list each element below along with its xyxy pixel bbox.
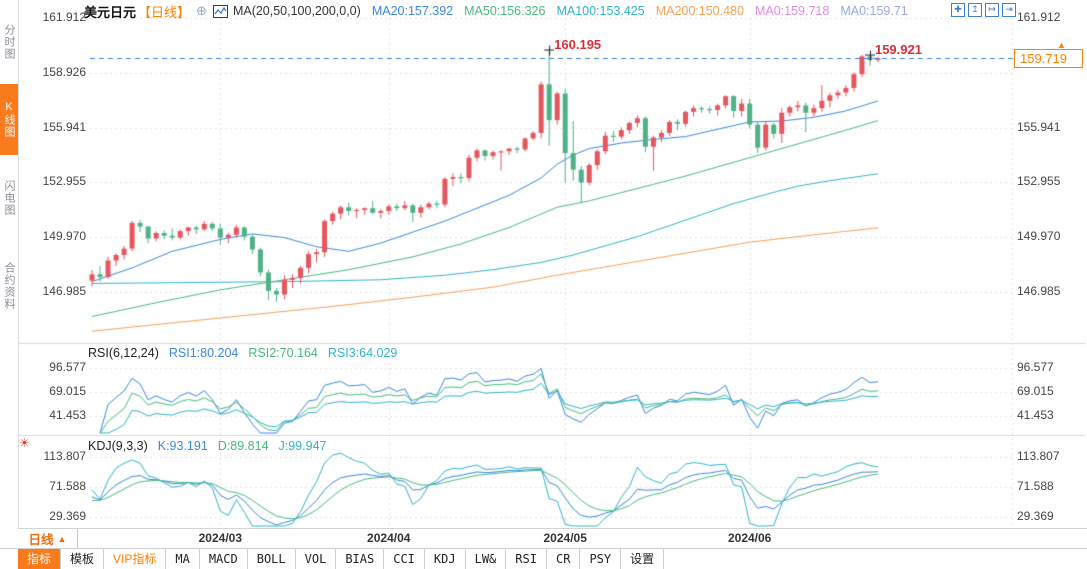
crosshair-icon[interactable]: ✚ (951, 3, 965, 17)
bottom-tab-VIP指标[interactable]: VIP指标 (104, 549, 167, 569)
exit-chart-icon[interactable]: ⇥ (1002, 3, 1016, 17)
rsi-title[interactable]: RSI(6,12,24) (88, 346, 159, 360)
indicator-chart-icon[interactable] (212, 4, 228, 18)
y-axis-label: 152.955 (1017, 174, 1061, 189)
y-axis-label: 149.970 (42, 229, 86, 244)
period-arrow-icon: ▲ (57, 533, 67, 544)
x-axis-month-label: 2024/04 (367, 531, 411, 545)
y-axis-label: 146.985 (42, 284, 86, 298)
kdj-value-3: J:99.947 (278, 439, 327, 453)
bottom-tab-BOLL[interactable]: BOLL (248, 549, 296, 569)
y-axis-label: 96.577 (1017, 360, 1054, 374)
ma-value-2: MA50:156.326 (464, 4, 546, 18)
y-axis-label: 161.912 (42, 10, 86, 24)
bottom-tab-LW&[interactable]: LW& (466, 549, 507, 569)
sun-hot-icon[interactable]: ☀ (19, 436, 30, 450)
bottom-tab-设置[interactable]: 设置 (621, 549, 665, 569)
high-price-annotation: 160.195 (554, 36, 602, 52)
last-price-tag: 159.719 (1014, 49, 1083, 68)
chart-toolbar: ✚ ↥ ↦ ⇥ (951, 3, 1016, 17)
ma-value-1: MA20:157.392 (371, 4, 454, 18)
bottom-tab-BIAS[interactable]: BIAS (336, 549, 385, 569)
chart-type-sidebar: 分时图 K线图闪电图合约资料 (0, 0, 19, 569)
y-axis-label: 71.588 (1017, 479, 1054, 493)
ma-value-4: MA200:150.480 (655, 4, 744, 18)
x-axis-row: 日线 ▲ 2024/03 2024/04 2024/05 2024/06 (18, 528, 1087, 549)
ma-params-label[interactable]: MA(20,50,100,200,0,0) (232, 4, 361, 18)
symbol-title: 美元日元 (84, 4, 137, 20)
y-axis-label: 29.369 (49, 509, 86, 523)
indicator-tab-bar: 指标 模板 VIP指标 MA MACD BOLL VOL BIAS CCI KDJ LW& RSI CR… (0, 548, 1087, 569)
bottom-tab-CCI[interactable]: CCI (384, 549, 425, 569)
kdj-panel-header: KDJ(9,3,3) K:93.191 D:89.814 J:99.947 (88, 439, 327, 453)
period-label: 日线 (28, 533, 54, 547)
x-axis-month-label: 2024/05 (543, 531, 587, 545)
last-price-value: 159.719 (1020, 51, 1067, 66)
price-up-arrow-icon: ▲ (1057, 40, 1066, 50)
y-axis-label: 69.015 (49, 384, 86, 398)
rsi-panel-header: RSI(6,12,24) RSI1:80.204 RSI2:70.164 RSI3:… (88, 346, 397, 360)
x-axis-month-label: 2024/06 (727, 531, 772, 545)
period-tag: 【日线】 (138, 4, 191, 20)
y-axis-label: 146.985 (1017, 284, 1061, 298)
kdj-value-1: K:93.191 (157, 439, 208, 453)
period-selector[interactable]: 日线 ▲ (18, 529, 78, 548)
y-axis-label: 41.453 (49, 408, 86, 422)
add-compare-icon[interactable]: ⊕ (196, 3, 207, 18)
bottom-tab-PSY[interactable]: PSY (580, 549, 622, 569)
y-axis-label: 71.588 (49, 479, 86, 493)
sidebar-tab-4[interactable]: 合约资料 (3, 262, 15, 310)
rsi-value-3: RSI3:64.029 (327, 346, 398, 360)
kdj-title[interactable]: KDJ(9,3,3) (88, 439, 148, 453)
bottom-tab-CR[interactable]: CR (547, 549, 581, 569)
sidebar-tab-3[interactable]: 闪电图 (3, 179, 15, 216)
ma-value-3: MA100:153.425 (556, 4, 645, 18)
y-axis-label: 29.369 (1017, 509, 1054, 523)
high-price-annotation: 159.921 (874, 41, 922, 57)
y-axis-label: 96.577 (49, 360, 86, 374)
y-axis-label: 152.955 (42, 174, 86, 189)
kdj-value-2: D:89.814 (217, 439, 269, 453)
x-axis-month-label: 2024/03 (198, 531, 243, 545)
y-axis-label: 113.807 (43, 449, 87, 463)
sidebar-tab-1[interactable]: 分时图 (3, 23, 15, 60)
sidebar-tab-2[interactable]: K线图 (0, 84, 18, 155)
bottom-tab-RSI[interactable]: RSI (506, 549, 547, 569)
ma-values-group: MA20:157.392 MA50:156.326 MA100:153.425 MA2… (361, 4, 908, 18)
bottom-tab-MACD[interactable]: MACD (200, 549, 248, 569)
y-axis-label: 155.941 (1017, 119, 1061, 134)
y-axis-label: 155.941 (42, 119, 86, 134)
y-axis-label: 161.912 (1017, 10, 1061, 24)
ma-value-6: MA0:159.71 (840, 4, 908, 18)
y-axis-label: 69.015 (1017, 384, 1054, 398)
rsi-value-2: RSI2:70.164 (248, 346, 318, 360)
ma-value-5: MA0:159.718 (754, 4, 830, 18)
rsi-value-1: RSI1:80.204 (168, 346, 239, 360)
pane-right-icon[interactable]: ↦ (985, 3, 999, 17)
chart-header: 美元日元 【日线】 ⊕ MA(20,50,100,200,0,0) MA20:1… (84, 3, 908, 20)
y-axis-label: 149.970 (1017, 229, 1061, 244)
bottom-tab-模板[interactable]: 模板 (61, 549, 105, 569)
bottom-tab-MA[interactable]: MA (166, 549, 200, 569)
kdj-values-group: K:93.191 D:89.814 J:99.947 (148, 439, 327, 453)
rsi-values-group: RSI1:80.204 RSI2:70.164 RSI3:64.029 (159, 346, 398, 360)
y-axis-label: 158.926 (42, 64, 86, 79)
bottom-tab-VOL[interactable]: VOL (296, 549, 337, 569)
bottom-tab-KDJ[interactable]: KDJ (425, 549, 466, 569)
y-axis-label: 113.807 (1017, 449, 1060, 463)
pane-up-icon[interactable]: ↥ (968, 3, 982, 17)
y-axis-label: 41.453 (1017, 408, 1054, 422)
bottom-tab-指标[interactable]: 指标 (18, 549, 62, 569)
